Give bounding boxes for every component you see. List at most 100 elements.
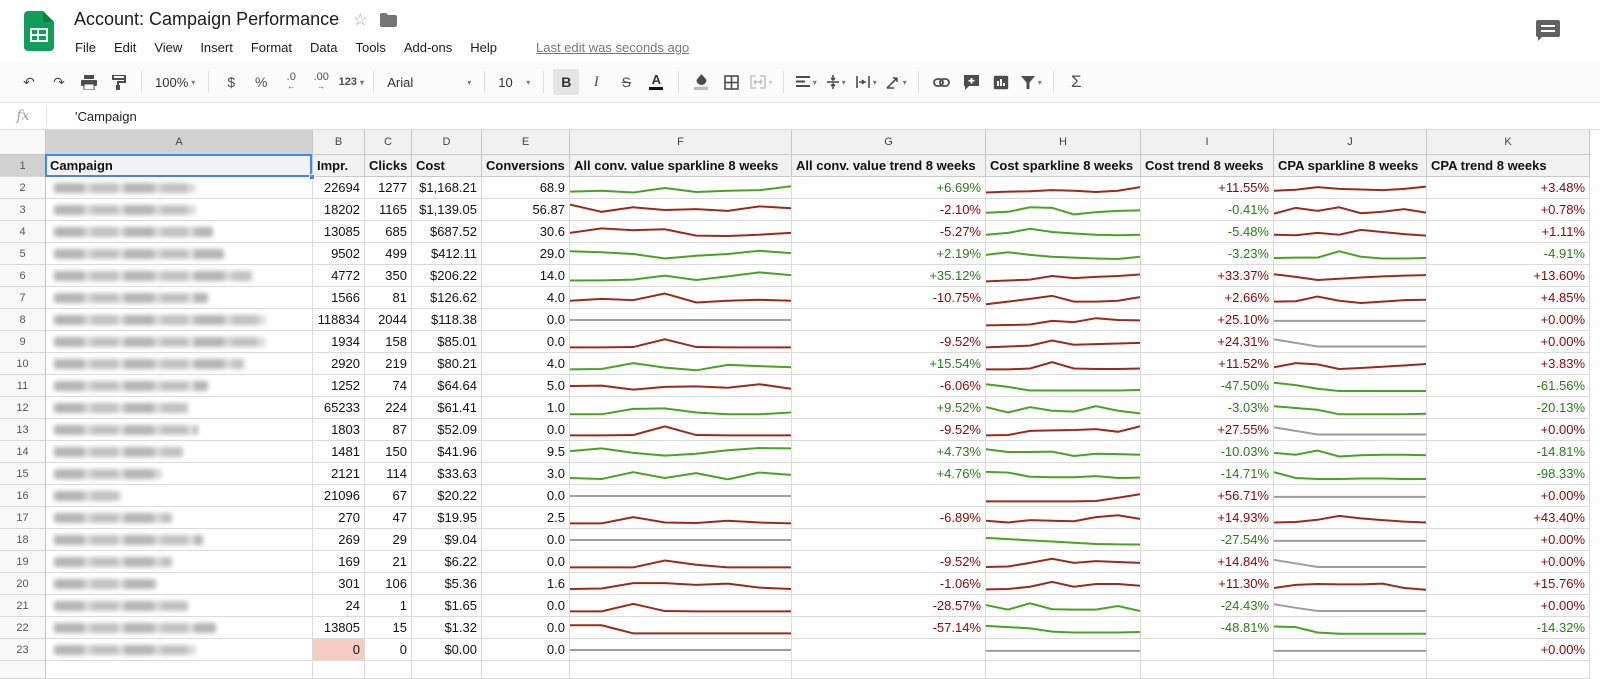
conv-value-sparkline-cell[interactable] [570,177,792,199]
header-cell[interactable]: Clicks [365,155,412,177]
cpa-trend-cell[interactable]: -61.56% [1427,375,1590,397]
cost-cell[interactable]: $1.65 [412,595,482,617]
impressions-cell[interactable]: 9502 [313,243,365,265]
column-header-B[interactable]: B [313,130,365,155]
cell[interactable] [986,661,1141,679]
clicks-cell[interactable]: 150 [365,441,412,463]
italic-button[interactable]: I [593,73,599,90]
cost-sparkline-cell[interactable] [986,265,1141,287]
sheets-logo-icon[interactable] [24,11,54,51]
column-header-K[interactable]: K [1427,130,1590,155]
cpa-sparkline-cell[interactable] [1274,287,1427,309]
conv-value-trend-cell[interactable]: +4.76% [792,463,986,485]
increase-decimal-button[interactable]: .00 → [313,71,329,92]
clicks-cell[interactable]: 106 [365,573,412,595]
column-header-A[interactable]: A [46,130,313,155]
cost-cell[interactable]: $61.41 [412,397,482,419]
cost-trend-cell[interactable]: +33.37% [1141,265,1274,287]
folder-icon[interactable] [380,12,398,27]
cost-cell[interactable]: $64.64 [412,375,482,397]
cost-cell[interactable]: $412.11 [412,243,482,265]
column-header-E[interactable]: E [482,130,570,155]
campaign-name-cell[interactable] [46,177,313,199]
cost-trend-cell[interactable]: -47.50% [1141,375,1274,397]
cost-sparkline-cell[interactable] [986,221,1141,243]
menu-addons[interactable]: Add-ons [403,40,453,55]
cpa-trend-cell[interactable]: -4.91% [1427,243,1590,265]
menu-tools[interactable]: Tools [355,40,386,55]
conversions-cell[interactable]: 5.0 [482,375,570,397]
conversions-cell[interactable]: 56.87 [482,199,570,221]
cpa-sparkline-cell[interactable] [1274,331,1427,353]
impressions-cell[interactable]: 1481 [313,441,365,463]
cpa-sparkline-cell[interactable] [1274,265,1427,287]
impressions-cell[interactable]: 18202 [313,199,365,221]
campaign-name-cell[interactable] [46,287,313,309]
cost-cell[interactable]: $5.36 [412,573,482,595]
campaign-name-cell[interactable] [46,397,313,419]
cost-cell[interactable]: $126.62 [412,287,482,309]
cpa-trend-cell[interactable]: +43.40% [1427,507,1590,529]
clicks-cell[interactable]: 0 [365,639,412,661]
clicks-cell[interactable]: 224 [365,397,412,419]
clicks-cell[interactable]: 114 [365,463,412,485]
cost-sparkline-cell[interactable] [986,199,1141,221]
campaign-name-cell[interactable] [46,485,313,507]
cell[interactable] [313,661,365,679]
cost-trend-cell[interactable]: -3.23% [1141,243,1274,265]
row-number[interactable]: 4 [0,221,46,243]
campaign-name-cell[interactable] [46,617,313,639]
menu-format[interactable]: Format [250,40,292,55]
header-cell[interactable]: Cost trend 8 weeks [1141,155,1274,177]
clicks-cell[interactable]: 87 [365,419,412,441]
conversions-cell[interactable]: 2.5 [482,507,570,529]
cpa-sparkline-cell[interactable] [1274,551,1427,573]
insert-link-button[interactable] [928,69,954,95]
cost-trend-cell[interactable]: +56.71% [1141,485,1274,507]
cost-trend-cell[interactable]: -3.03% [1141,397,1274,419]
conv-value-trend-cell[interactable] [792,639,986,661]
row-number[interactable]: 23 [0,639,46,661]
cost-sparkline-cell[interactable] [986,485,1141,507]
impressions-cell[interactable]: 65233 [313,397,365,419]
font-select[interactable]: Arial ▾ [387,74,472,90]
conv-value-sparkline-cell[interactable] [570,397,792,419]
conversions-cell[interactable]: 0.0 [482,331,570,353]
row-number[interactable]: 14 [0,441,46,463]
cpa-trend-cell[interactable]: +0.00% [1427,529,1590,551]
conversions-cell[interactable]: 9.5 [482,441,570,463]
cost-sparkline-cell[interactable] [986,397,1141,419]
cost-cell[interactable]: $0.00 [412,639,482,661]
cost-cell[interactable]: $687.52 [412,221,482,243]
comments-icon[interactable] [1536,20,1560,42]
clicks-cell[interactable]: 1165 [365,199,412,221]
campaign-name-cell[interactable] [46,243,313,265]
conv-value-sparkline-cell[interactable] [570,441,792,463]
cpa-trend-cell[interactable]: +0.00% [1427,639,1590,661]
cost-sparkline-cell[interactable] [986,419,1141,441]
format-currency-button[interactable]: $ [227,74,236,90]
campaign-name-cell[interactable] [46,573,313,595]
conv-value-trend-cell[interactable]: +6.69% [792,177,986,199]
cpa-sparkline-cell[interactable] [1274,353,1427,375]
row-number[interactable]: 6 [0,265,46,287]
conv-value-trend-cell[interactable]: -6.06% [792,375,986,397]
column-header-H[interactable]: H [986,130,1141,155]
cost-cell[interactable]: $41.96 [412,441,482,463]
conv-value-trend-cell[interactable]: -10.75% [792,287,986,309]
insert-chart-button[interactable] [988,69,1014,95]
menu-help[interactable]: Help [470,40,497,55]
font-size-select[interactable]: 10 ▾ [498,74,531,90]
header-cell[interactable]: All conv. value sparkline 8 weeks [570,155,792,177]
cpa-sparkline-cell[interactable] [1274,639,1427,661]
conv-value-sparkline-cell[interactable] [570,265,792,287]
row-number[interactable]: 10 [0,353,46,375]
cpa-sparkline-cell[interactable] [1274,419,1427,441]
row-number[interactable]: 9 [0,331,46,353]
impressions-cell[interactable]: 169 [313,551,365,573]
conv-value-trend-cell[interactable]: +15.54% [792,353,986,375]
cpa-sparkline-cell[interactable] [1274,573,1427,595]
impressions-cell[interactable]: 2121 [313,463,365,485]
cost-cell[interactable]: $1,168.21 [412,177,482,199]
row-number[interactable]: 11 [0,375,46,397]
